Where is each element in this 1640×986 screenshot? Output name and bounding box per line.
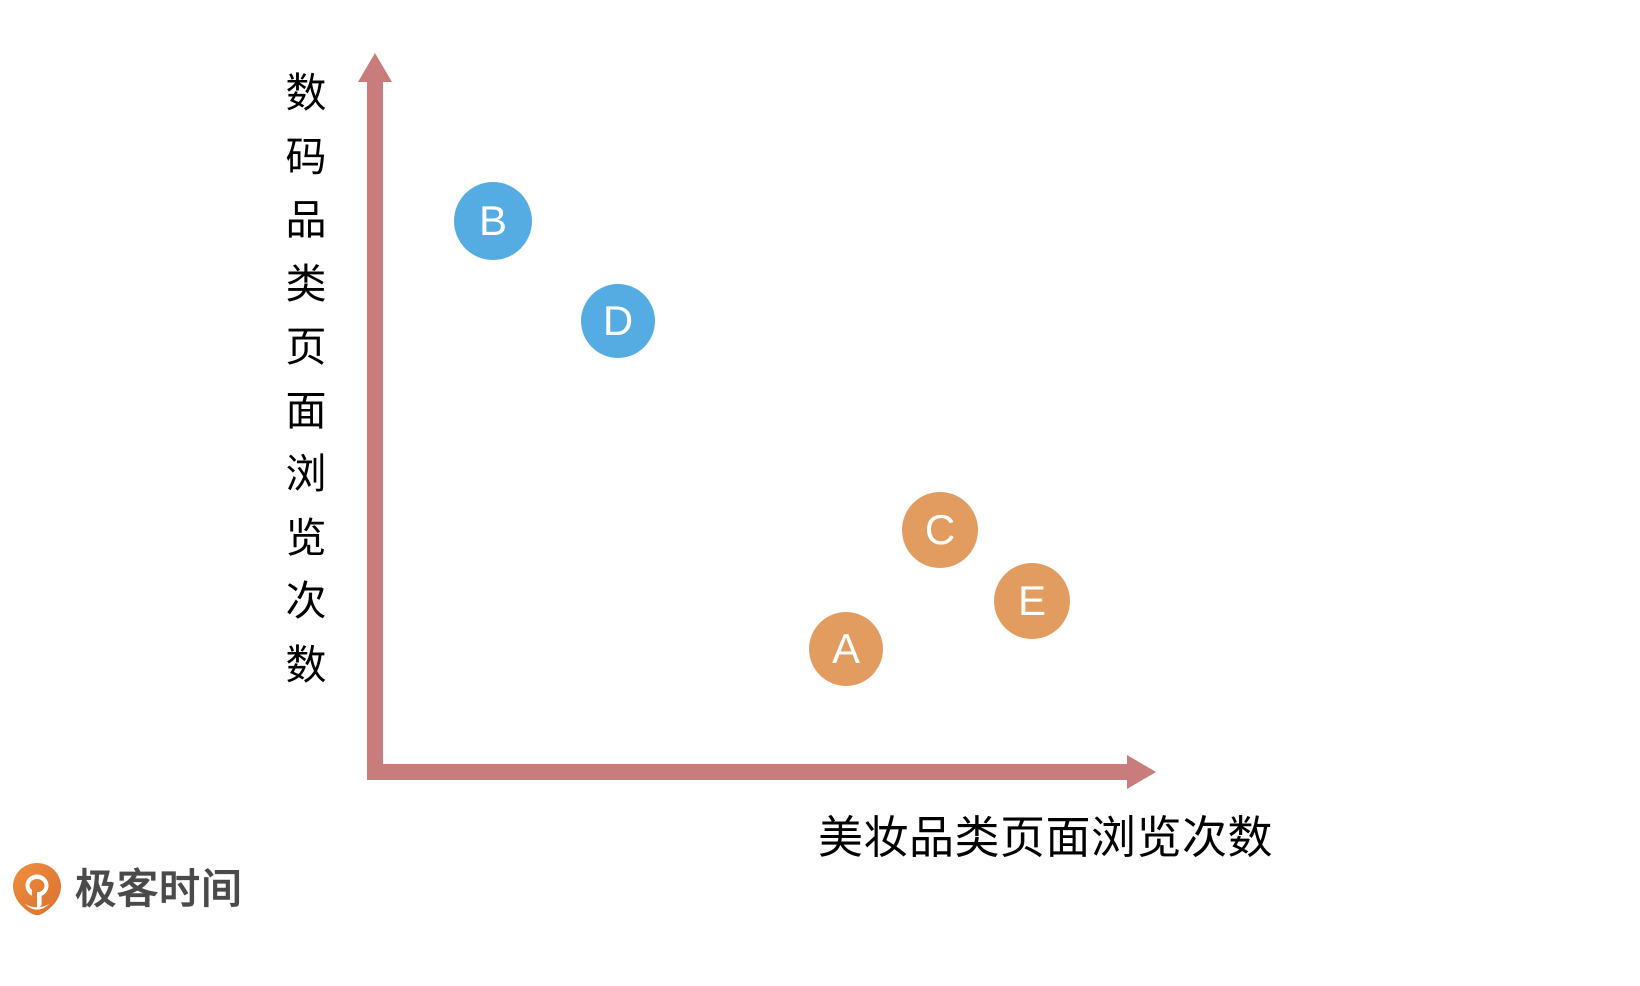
y-axis-label-char: 面 <box>285 387 327 434</box>
scatter-point-label: A <box>831 625 860 672</box>
x-axis-label: 美妆品类页面浏览次数 <box>818 812 1274 863</box>
y-axis-label-char: 码 <box>285 133 327 180</box>
y-axis-label-char: 览 <box>285 514 327 561</box>
y-axis-label-char: 数 <box>285 641 327 688</box>
y-axis-label-char: 页 <box>285 324 327 370</box>
y-axis-arrowhead <box>358 53 392 82</box>
scatter-point-label: E <box>1017 577 1046 624</box>
y-axis-label-char: 类 <box>285 260 327 307</box>
y-axis-label-char: 数 <box>285 70 327 116</box>
scatter-point-label: C <box>924 506 956 553</box>
scatter-point-d[interactable]: D <box>581 284 655 358</box>
y-axis-label-char: 浏 <box>285 451 327 497</box>
brand-logo-text: 极客时间 <box>75 866 243 912</box>
scatter-point-c[interactable]: C <box>902 492 978 568</box>
scatter-point-label: D <box>602 297 634 344</box>
scatter-point-label: B <box>478 197 507 244</box>
geektime-pin-icon <box>12 862 62 916</box>
scatter-point-b[interactable]: B <box>454 182 532 260</box>
scatter-point-e[interactable]: E <box>994 563 1070 639</box>
x-axis-arrowhead <box>1127 755 1156 789</box>
y-axis-label-char: 次 <box>285 578 327 624</box>
brand-logo: 极客时间 <box>12 862 243 916</box>
x-axis-line <box>367 764 1130 780</box>
y-axis-line <box>367 78 383 772</box>
scatter-point-a[interactable]: A <box>809 612 883 686</box>
y-axis-label: 数 码 品 类 页 面 浏 览 次 数 <box>270 62 342 697</box>
y-axis-label-char: 品 <box>285 197 327 243</box>
